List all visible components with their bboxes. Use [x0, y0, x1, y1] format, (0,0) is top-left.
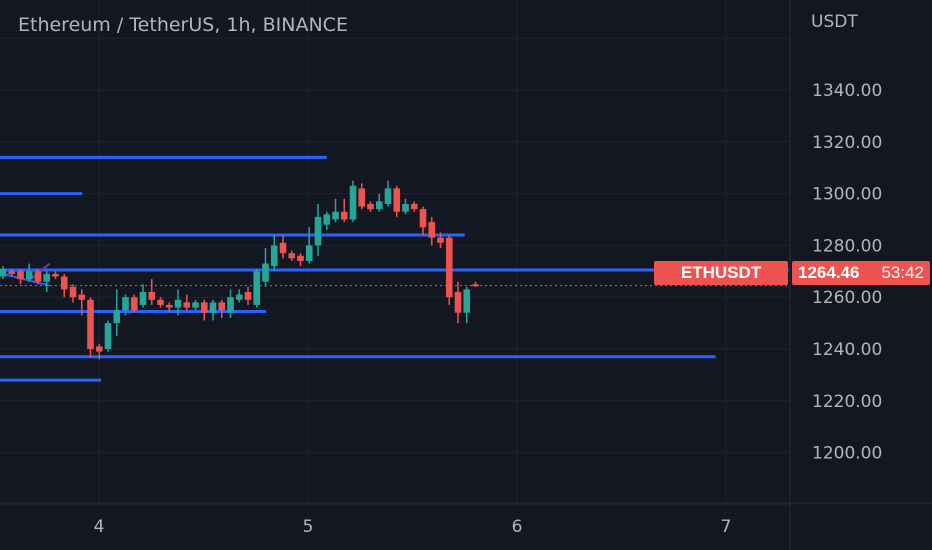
chart-title: Ethereum / TetherUS, 1h, BINANCE	[18, 14, 348, 36]
candle-up	[375, 201, 383, 210]
candle-up	[305, 245, 313, 261]
candle-down	[60, 276, 68, 290]
price-tick-label: 1260.00	[812, 288, 882, 308]
candle-down	[95, 346, 103, 352]
price-tick-label: 1220.00	[812, 392, 882, 412]
candle-down	[218, 302, 226, 311]
candle-down	[183, 302, 191, 308]
candle-up	[270, 245, 278, 267]
candle-up	[235, 294, 243, 300]
candle-up	[25, 271, 33, 280]
price-tick-label: 1240.00	[812, 340, 882, 360]
price-tick-label: 1340.00	[812, 81, 882, 101]
price-tick-label: 1300.00	[812, 185, 882, 205]
candle-down	[130, 297, 138, 311]
candle-down	[288, 253, 296, 259]
candle-up	[463, 289, 471, 313]
candle-up	[192, 302, 199, 308]
candle-up	[314, 216, 322, 246]
time-tick-label: 6	[512, 517, 523, 537]
candle-down	[78, 294, 86, 300]
candle-up	[332, 211, 339, 220]
candle-down	[165, 304, 173, 308]
bar-countdown: 53:42	[881, 263, 924, 282]
candle-down	[157, 299, 164, 305]
candle-up	[323, 214, 331, 225]
last-price-value: 1264.46	[798, 263, 860, 282]
price-tick-label: 1200.00	[812, 444, 882, 464]
candle-up	[402, 203, 409, 212]
candle-down	[454, 292, 462, 313]
candle-down	[244, 292, 252, 300]
candle-down	[17, 271, 24, 280]
candle-down	[437, 237, 444, 243]
candle-down	[428, 222, 436, 238]
candle-up	[227, 297, 234, 313]
candle-down	[419, 209, 427, 228]
candle-down	[340, 211, 348, 220]
candle-up	[384, 188, 392, 204]
candle-up	[253, 271, 261, 305]
candle-up	[209, 302, 217, 313]
time-tick-label: 7	[721, 517, 732, 537]
price-axis-unit[interactable]: USDT	[811, 12, 858, 32]
candle-down	[358, 188, 366, 207]
candle-up	[113, 310, 121, 324]
candle-down	[8, 271, 16, 274]
candle-down	[69, 286, 77, 298]
candle-down	[87, 299, 94, 349]
candle-down	[297, 255, 304, 261]
candle-down	[52, 273, 59, 277]
candle-up	[139, 292, 147, 305]
time-tick-label: 4	[94, 517, 105, 537]
time-tick-label: 5	[303, 517, 314, 537]
trend-line-drawing	[2, 272, 50, 287]
candle-down	[472, 284, 479, 287]
symbol-label: ETHUSDT	[654, 261, 788, 285]
candle-up	[174, 299, 182, 308]
candle-up	[104, 323, 112, 349]
candle-down	[200, 302, 208, 313]
candle-down	[279, 242, 287, 254]
candle-up	[43, 273, 51, 282]
last-price-label: 1264.46 53:42	[792, 261, 930, 285]
candle-down	[410, 203, 418, 210]
price-tick-label: 1280.00	[812, 236, 882, 256]
candle-down	[393, 188, 401, 212]
candle-up	[122, 297, 129, 311]
candle-up	[349, 185, 357, 220]
candle-down	[445, 237, 453, 298]
candle-up	[262, 263, 269, 282]
price-tick-label: 1320.00	[812, 133, 882, 153]
candle-down	[34, 271, 42, 282]
candle-down	[367, 203, 374, 210]
candle-down	[148, 292, 156, 300]
candle-up	[0, 268, 7, 277]
